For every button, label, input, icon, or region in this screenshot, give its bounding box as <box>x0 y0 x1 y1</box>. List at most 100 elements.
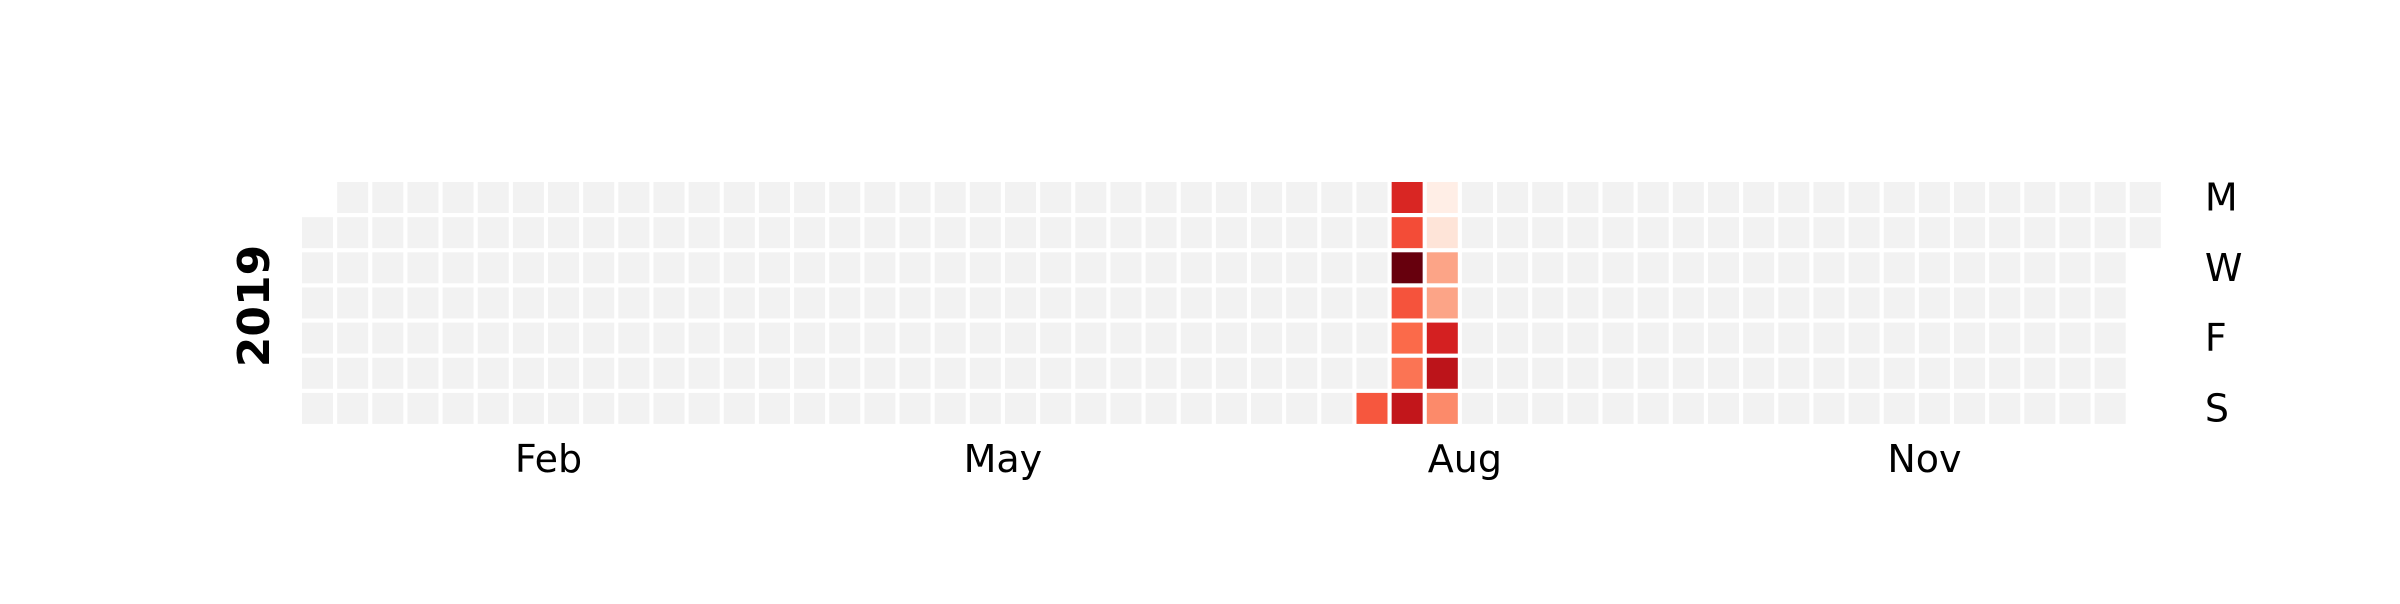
heatmap-cell <box>548 392 580 424</box>
heatmap-cell <box>1778 217 1810 249</box>
heatmap-cell <box>1497 217 1529 249</box>
heatmap-cell <box>1005 252 1036 284</box>
heatmap-cell <box>1251 287 1283 319</box>
heatmap-cell <box>1743 182 1775 213</box>
heatmap-cell <box>1110 322 1142 354</box>
heatmap-cell <box>1321 287 1353 319</box>
heatmap-cell <box>512 252 544 284</box>
heatmap-cell <box>1954 357 1986 389</box>
month-label-feb: Feb <box>515 437 582 481</box>
heatmap-cell <box>1778 182 1810 213</box>
heatmap-cell <box>794 357 826 389</box>
heatmap-cell <box>2024 252 2056 284</box>
heatmap-cell <box>864 357 896 389</box>
heatmap-cell <box>1989 322 2021 354</box>
heatmap-cell <box>1567 287 1599 319</box>
heatmap-cell <box>2059 392 2091 424</box>
heatmap-cell <box>2094 182 2126 213</box>
heatmap-cell <box>1672 357 1704 389</box>
heatmap-cell <box>1743 287 1775 319</box>
heatmap-cell <box>618 252 650 284</box>
heatmap-cell <box>1391 252 1423 284</box>
heatmap-cell <box>548 252 580 284</box>
heatmap-cell <box>1461 287 1493 319</box>
heatmap-cell <box>2094 392 2126 424</box>
heatmap-cell <box>1005 322 1036 354</box>
heatmap-cell <box>829 357 861 389</box>
heatmap-cell <box>1602 322 1634 354</box>
heatmap-cell <box>1497 322 1529 354</box>
heatmap-cell <box>407 357 439 389</box>
heatmap-cell <box>548 287 580 319</box>
heatmap-cell <box>2059 217 2091 249</box>
heatmap-cell <box>1286 287 1318 319</box>
heatmap-cell <box>1532 392 1564 424</box>
heatmap-cell <box>1110 217 1142 249</box>
heatmap-cell <box>1426 217 1458 249</box>
heatmap-cell <box>2024 182 2056 213</box>
heatmap-cell <box>1989 287 2021 319</box>
heatmap-cell <box>1040 252 1072 284</box>
heatmap-cell <box>372 322 404 354</box>
heatmap-cell <box>442 217 474 249</box>
heatmap-cell <box>688 182 720 213</box>
heatmap-cell <box>899 357 931 389</box>
heatmap-cell <box>1286 322 1318 354</box>
heatmap-cell <box>1321 357 1353 389</box>
heatmap-cell <box>442 287 474 319</box>
heatmap-cell <box>1461 252 1493 284</box>
heatmap-cell <box>1215 392 1247 424</box>
heatmap-cell <box>758 252 790 284</box>
heatmap-cell <box>583 252 615 284</box>
heatmap-cell <box>1180 252 1212 284</box>
heatmap-cell <box>1426 287 1458 319</box>
heatmap-cell <box>969 322 1001 354</box>
heatmap-cell <box>1883 182 1915 213</box>
heatmap-cell <box>2024 287 2056 319</box>
heatmap-cell <box>864 322 896 354</box>
heatmap-cell <box>1743 392 1775 424</box>
heatmap-cell <box>688 287 720 319</box>
heatmap-cell <box>1532 182 1564 213</box>
heatmap-cell <box>934 392 966 424</box>
heatmap-cell <box>618 322 650 354</box>
heatmap-cell <box>1989 182 2021 213</box>
heatmap-cell <box>1602 287 1634 319</box>
heatmap-cell <box>1918 287 1950 319</box>
heatmap-cell <box>1602 182 1634 213</box>
heatmap-cell <box>1110 392 1142 424</box>
heatmap-cell <box>1145 252 1177 284</box>
heatmap-cell <box>407 392 439 424</box>
heatmap-cells <box>302 182 2161 424</box>
heatmap-cell <box>1005 217 1036 249</box>
heatmap-cell <box>302 357 333 389</box>
heatmap-cell <box>1040 217 1072 249</box>
heatmap-cell <box>1918 182 1950 213</box>
heatmap-cell <box>1848 287 1880 319</box>
heatmap-cell <box>1145 322 1177 354</box>
heatmap-cell <box>1708 392 1739 424</box>
heatmap-cell <box>758 357 790 389</box>
heatmap-cell <box>1954 287 1986 319</box>
heatmap-cell <box>899 322 931 354</box>
heatmap-cell <box>407 182 439 213</box>
heatmap-cell <box>337 182 369 213</box>
heatmap-cell <box>337 252 369 284</box>
heatmap-cell <box>1637 392 1669 424</box>
heatmap-cell <box>864 252 896 284</box>
heatmap-cell <box>969 287 1001 319</box>
heatmap-cell <box>1075 217 1107 249</box>
heatmap-cell <box>1637 252 1669 284</box>
heatmap-cell <box>1461 392 1493 424</box>
heatmap-cell <box>1215 182 1247 213</box>
heatmap-cell <box>653 392 685 424</box>
heatmap-cell <box>2094 252 2126 284</box>
heatmap-cell <box>899 287 931 319</box>
heatmap-cell <box>899 392 931 424</box>
heatmap-cell <box>723 217 755 249</box>
heatmap-cell <box>688 322 720 354</box>
heatmap-cell <box>758 182 790 213</box>
heatmap-cell <box>1321 182 1353 213</box>
heatmap-cell <box>1813 287 1845 319</box>
heatmap-cell <box>1848 392 1880 424</box>
